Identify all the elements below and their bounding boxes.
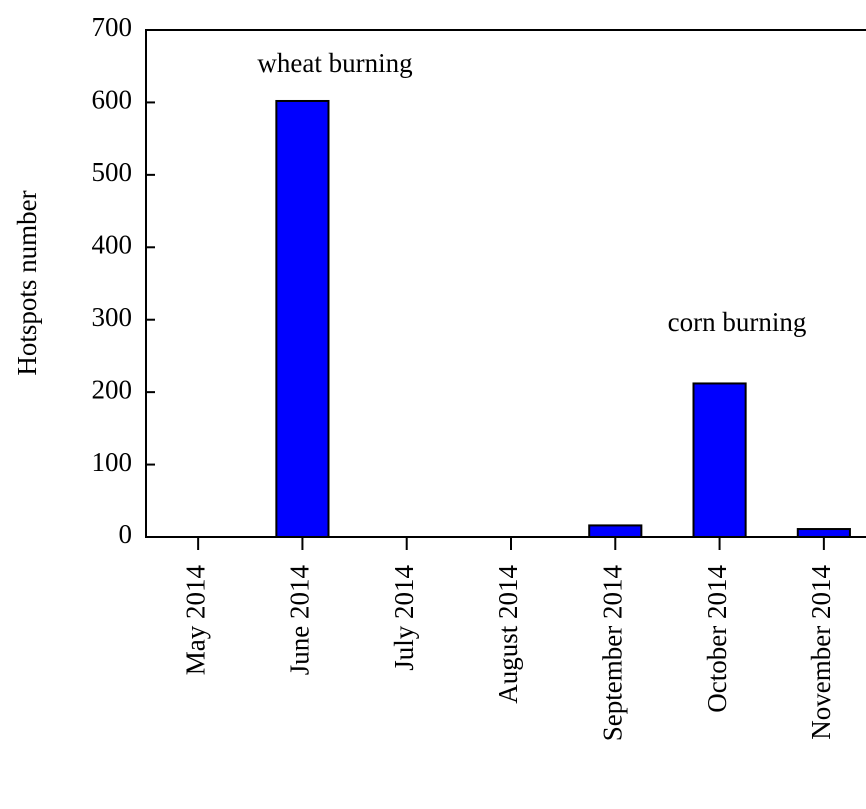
y-tick-label: 0 <box>119 519 133 549</box>
y-axis-title: Hotspots number <box>12 190 42 375</box>
y-tick-label: 700 <box>92 12 133 42</box>
y-tick-label: 200 <box>92 374 133 404</box>
annotation: wheat burning <box>257 48 412 78</box>
x-tick-label: June 2014 <box>285 565 315 676</box>
y-tick-label: 100 <box>92 447 133 477</box>
plot-frame <box>145 29 866 538</box>
bar <box>275 99 330 538</box>
bar <box>796 528 851 538</box>
y-tick-label: 400 <box>92 229 133 259</box>
y-tick-label: 300 <box>92 302 133 332</box>
bar <box>692 382 747 538</box>
x-tick-label: August 2014 <box>493 565 523 704</box>
x-tick-label: May 2014 <box>180 565 210 676</box>
x-tick-label: July 2014 <box>389 565 419 671</box>
bar <box>588 524 643 539</box>
x-tick-label: September 2014 <box>597 565 627 742</box>
y-tick-label: 600 <box>92 85 133 115</box>
annotation: corn burning <box>668 307 807 337</box>
x-tick-label: October 2014 <box>702 565 732 713</box>
x-tick-label: November 2014 <box>806 565 836 740</box>
y-tick-label: 500 <box>92 157 133 187</box>
